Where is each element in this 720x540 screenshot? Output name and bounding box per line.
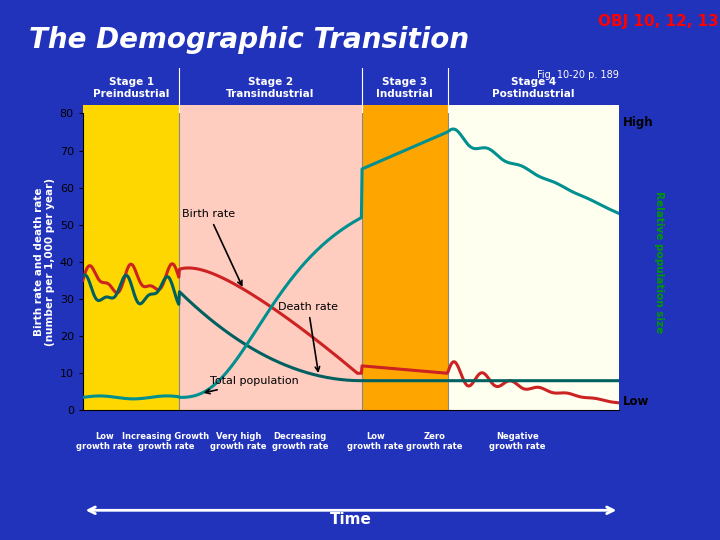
Bar bbox=[361, 105, 448, 113]
Text: Fig. 10-20 p. 189: Fig. 10-20 p. 189 bbox=[537, 70, 619, 80]
Text: Stage 4
Postindustrial: Stage 4 Postindustrial bbox=[492, 77, 575, 99]
Bar bbox=[83, 113, 179, 410]
Bar bbox=[83, 105, 179, 113]
Text: Zero
growth rate: Zero growth rate bbox=[406, 432, 462, 451]
Text: Death rate: Death rate bbox=[278, 302, 338, 372]
Text: Negative
growth rate: Negative growth rate bbox=[489, 432, 546, 451]
Text: Low
growth rate: Low growth rate bbox=[76, 432, 132, 451]
Text: Stage 3
Industrial: Stage 3 Industrial bbox=[377, 77, 433, 99]
Text: Low: Low bbox=[623, 395, 649, 408]
Bar bbox=[448, 105, 619, 113]
Text: Decreasing
growth rate: Decreasing growth rate bbox=[271, 432, 328, 451]
Text: OBJ 10, 12, 13: OBJ 10, 12, 13 bbox=[598, 14, 719, 29]
Text: Time: Time bbox=[330, 512, 372, 528]
Text: Total population: Total population bbox=[205, 376, 299, 394]
Text: Stage 2
Transindustrial: Stage 2 Transindustrial bbox=[226, 77, 315, 99]
Y-axis label: Birth rate and death rate
(number per 1,000 per year): Birth rate and death rate (number per 1,… bbox=[34, 178, 55, 346]
Bar bbox=[179, 105, 361, 113]
Bar bbox=[179, 113, 361, 410]
Text: Low
growth rate: Low growth rate bbox=[347, 432, 403, 451]
Text: High: High bbox=[623, 116, 654, 129]
Text: Very high
growth rate: Very high growth rate bbox=[210, 432, 266, 451]
Text: Stage 1
Preindustrial: Stage 1 Preindustrial bbox=[93, 77, 169, 99]
Bar bbox=[448, 113, 619, 410]
Text: Relative population size: Relative population size bbox=[654, 191, 664, 333]
Bar bbox=[361, 113, 448, 410]
Text: The Demographic Transition: The Demographic Transition bbox=[29, 26, 469, 55]
Text: Birth rate: Birth rate bbox=[182, 210, 242, 285]
Text: Increasing Growth
growth rate: Increasing Growth growth rate bbox=[122, 432, 210, 451]
